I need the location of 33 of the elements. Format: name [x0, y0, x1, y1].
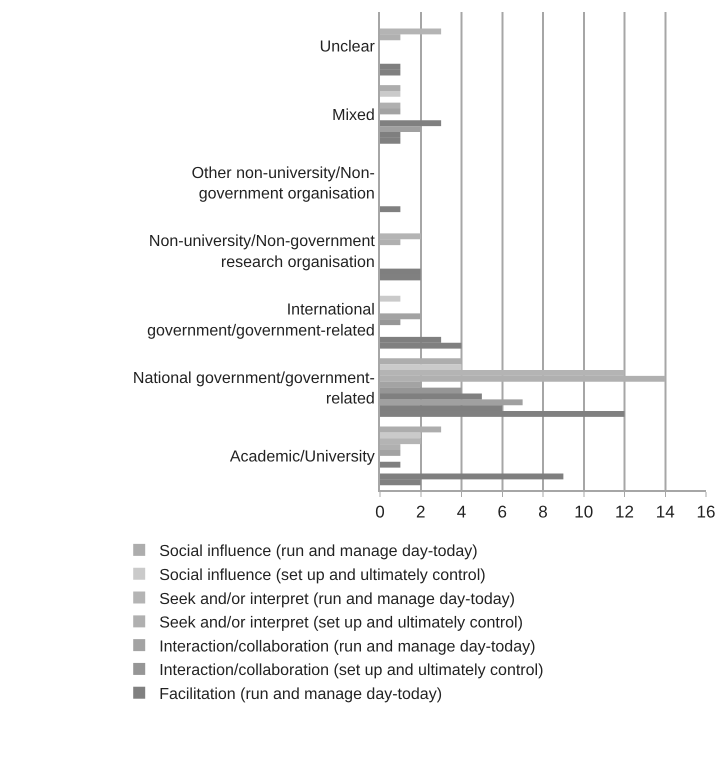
bar: [380, 206, 400, 212]
legend-label: Seek and/or interpret (set up and ultimately control): [159, 614, 523, 632]
bar: [380, 319, 400, 326]
x-tick-label: 4: [456, 502, 466, 522]
legend-label: Seek and/or interpret (run and manage day-today): [159, 590, 515, 608]
legend-label: Interaction/collaboration (run and manage day-today): [159, 638, 536, 656]
bar: [380, 90, 400, 97]
bar: [380, 296, 400, 302]
y-tick-label: National government/government-related: [132, 370, 375, 408]
legend-label: Social influence (run and manage day-today): [159, 543, 478, 560]
bar: [380, 462, 400, 468]
x-tick-label: 14: [656, 502, 675, 522]
bar: [380, 388, 462, 394]
bar: [380, 432, 421, 438]
y-tick-label: Unclear: [320, 38, 376, 56]
bar: [380, 393, 482, 400]
legend-label: Facilitation (run and manage day-today): [159, 686, 442, 703]
x-tick-label: 0: [375, 502, 385, 522]
x-tick-label: 10: [574, 502, 594, 522]
x-tick-label: 12: [615, 502, 634, 522]
y-tick-label: International government/government-related: [147, 301, 375, 340]
y-tick-label: Mixed: [332, 107, 375, 124]
y-tick-label: Other non-university/Non-government organisation: [192, 164, 375, 203]
bar: [380, 120, 442, 126]
x-tick-label: 8: [538, 502, 548, 522]
y-tick-label: Non-university/Non-government research organisation: [148, 233, 376, 271]
legend-label: Social influence (set up and ultimately control): [159, 566, 486, 584]
y-tick-label: Academic/University: [230, 448, 375, 466]
x-tick-label: 2: [416, 502, 426, 522]
bar: [380, 364, 462, 370]
x-tick-label: 16: [696, 502, 716, 522]
legend-label: Interaction/collaboration (set up and ultimately control): [159, 662, 544, 680]
x-tick-label: 6: [498, 502, 507, 522]
